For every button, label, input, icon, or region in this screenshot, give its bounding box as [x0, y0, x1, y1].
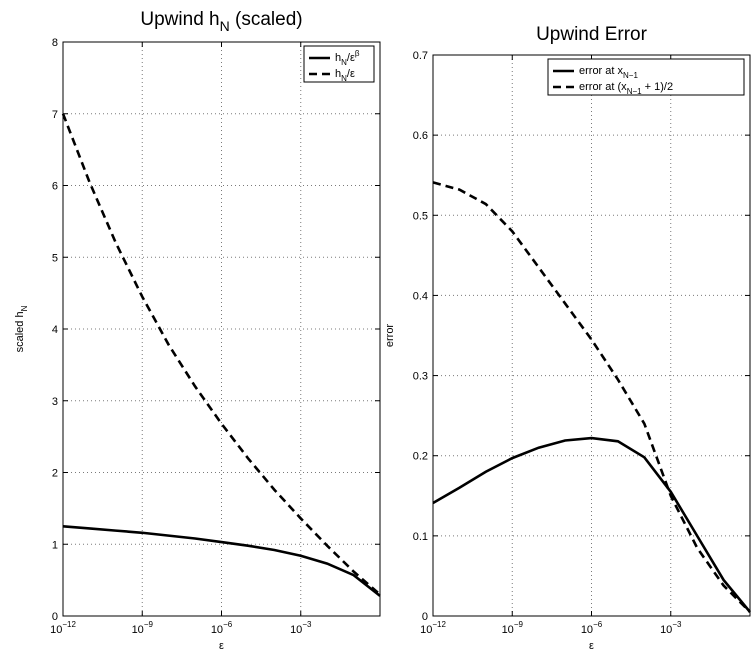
legend-box	[547, 58, 745, 96]
y-axis-label: error	[384, 324, 396, 348]
y-tick-label: 0.5	[413, 210, 428, 222]
y-tick-label: 0	[422, 611, 428, 623]
y-tick-label: 0	[52, 611, 58, 623]
x-tick-label: 10−6	[581, 620, 603, 636]
legend-label-2: hN/ε	[335, 68, 355, 83]
y-tick-label: 0.1	[413, 531, 428, 543]
x-tick-label: 10−9	[132, 620, 154, 636]
y-tick-label: 0.6	[413, 130, 428, 142]
x-tick-label: 10−9	[502, 620, 524, 636]
x-tick-label: 10−3	[660, 620, 682, 636]
y-tick-label: 0.4	[413, 290, 428, 302]
y-tick-label: 4	[52, 324, 58, 336]
series-line-1	[62, 525, 381, 597]
series-line-2	[432, 181, 751, 613]
x-tick-label: 10−12	[420, 620, 446, 636]
legend-label-1: hN/εβ	[335, 49, 360, 67]
x-axis-label: ε	[219, 640, 224, 652]
y-tick-label: 0.2	[413, 451, 428, 463]
y-axis-label: scaled hN	[14, 305, 29, 352]
legend-box	[303, 45, 375, 83]
y-tick-label: 2	[52, 468, 58, 480]
y-tick-label: 7	[52, 109, 58, 121]
y-tick-label: 0.3	[413, 371, 428, 383]
legend-label-1: error at xN−1	[579, 65, 638, 80]
legend-label-2: error at (xN−1 + 1)/2	[579, 81, 673, 96]
y-tick-label: 3	[52, 396, 58, 408]
y-tick-label: 5	[52, 252, 58, 264]
y-tick-label: 6	[52, 181, 58, 193]
y-tick-label: 8	[52, 37, 58, 49]
x-axis-label: ε	[589, 640, 594, 652]
x-tick-label: 10−12	[50, 620, 76, 636]
chart-upwind-hn-scaled: Upwind hN (scaled) 0 1 2 3 4 5 6 7 8 10−12 10−9 10−6…	[14, 9, 381, 652]
y-tick-label: 0.7	[413, 50, 428, 62]
series-line-1	[432, 436, 752, 613]
chart-title: Upwind Error	[536, 24, 648, 45]
chart-title: Upwind hN (scaled)	[140, 9, 302, 34]
chart-upwind-error: Upwind Error 0 0.1 0.2 0.3 0.4 0.5 0.6 0.7 10−12 1…	[384, 24, 752, 652]
x-tick-label: 10−3	[290, 620, 312, 636]
y-tick-label: 1	[52, 539, 58, 551]
series-line-2	[61, 113, 381, 596]
x-tick-label: 10−6	[211, 620, 233, 636]
